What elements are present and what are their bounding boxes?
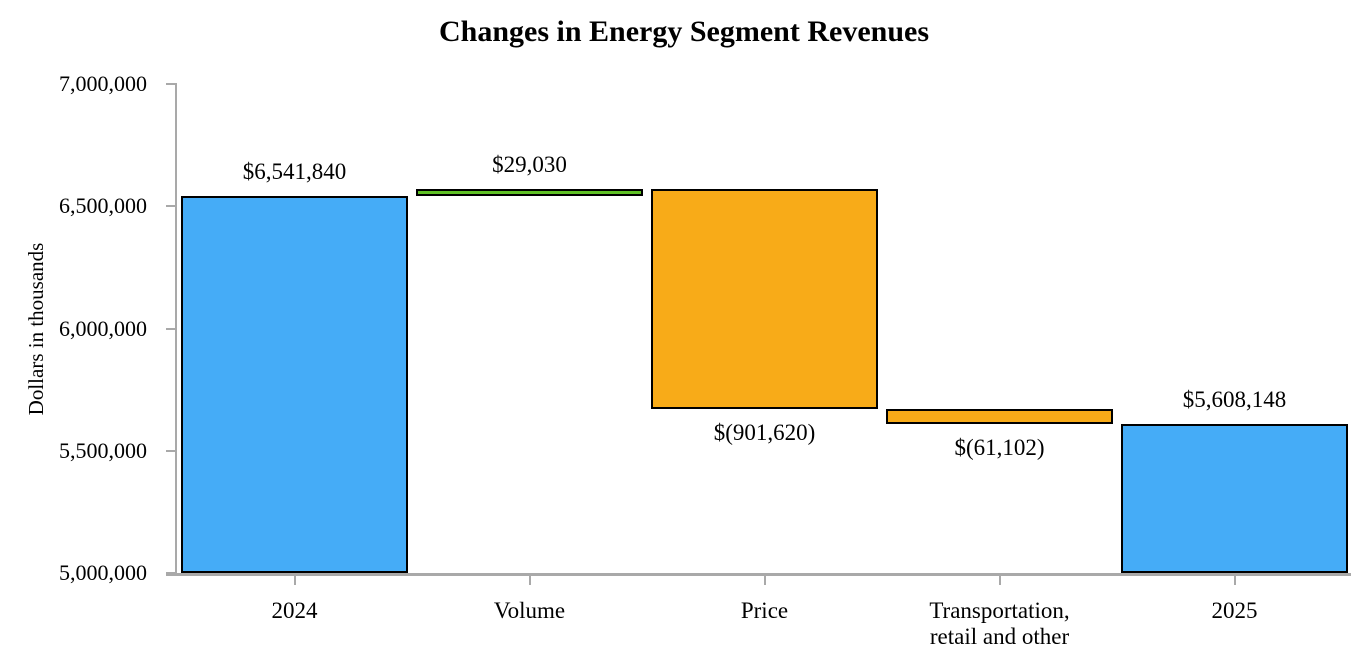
y-tick-mark: [166, 327, 175, 330]
bar-2024: [181, 196, 408, 573]
y-tick-mark: [166, 449, 175, 452]
x-tick-mark: [1233, 576, 1236, 585]
y-tick-label: 6,500,000: [59, 193, 147, 219]
chart-title: Changes in Energy Segment Revenues: [438, 15, 929, 48]
bar-volume: [416, 188, 643, 197]
bar-price: [651, 188, 878, 410]
bar-value-label: $29,030: [492, 151, 567, 177]
y-tick-mark: [166, 83, 175, 85]
y-tick-label: 6,000,000: [59, 315, 147, 341]
x-category-label: Price: [647, 598, 882, 624]
bar-value-label: $(901,620): [713, 420, 816, 446]
y-tick-mark: [166, 572, 175, 574]
x-category-label-line: Price: [740, 598, 789, 623]
x-tick-mark: [528, 576, 531, 585]
y-tick-label: 7,000,000: [59, 71, 147, 96]
bar-2025: [1121, 424, 1348, 573]
bar-value-label: $5,608,148: [1182, 387, 1287, 413]
x-tick-mark: [763, 576, 766, 585]
bar-value-label: $(61,102): [954, 435, 1045, 461]
x-category-label: Transportation, retail and other: [882, 598, 1117, 650]
x-category-label: Volume: [412, 598, 647, 624]
x-category-label-line: retail and other: [929, 624, 1070, 649]
x-tick-mark: [293, 576, 296, 585]
x-category-label-line: Transportation,: [929, 598, 1070, 623]
y-tick-label: 5,500,000: [59, 437, 147, 463]
y-axis-line: [174, 83, 177, 576]
x-category-label: 2025: [1117, 598, 1352, 624]
x-category-label-line: Volume: [493, 598, 566, 623]
x-axis-line: [166, 573, 1351, 576]
x-category-label-line: 2024: [271, 598, 318, 623]
y-tick-label: 5,000,000: [59, 560, 147, 585]
x-category-label: 2024: [177, 598, 412, 624]
bar-value-label: $6,541,840: [242, 159, 347, 185]
x-tick-mark: [998, 576, 1001, 585]
bar-transportation-retail-and-other: [886, 409, 1113, 425]
x-category-label-line: 2025: [1211, 598, 1258, 623]
y-tick-mark: [166, 205, 175, 208]
